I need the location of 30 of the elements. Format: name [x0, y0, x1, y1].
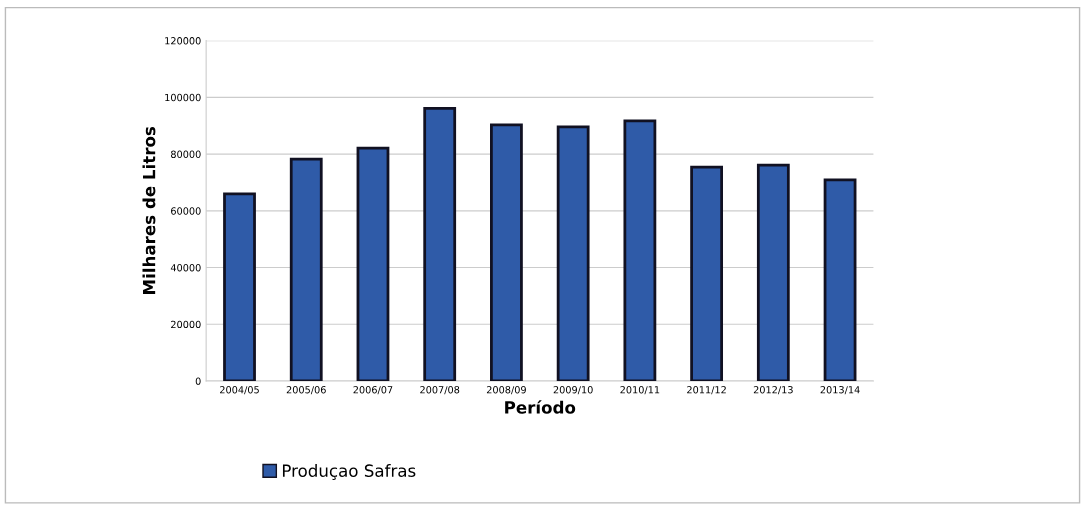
bar: [690, 165, 724, 381]
x-tick-label: 2009/10: [553, 386, 593, 395]
bar: [623, 119, 657, 381]
y-tick-label: 0: [195, 377, 201, 385]
bar: [223, 192, 256, 381]
bar: [490, 123, 523, 381]
x-tick-label: 2012/13: [753, 386, 793, 395]
x-tick-label: 2006/07: [353, 386, 393, 395]
bar: [756, 163, 790, 381]
x-tick-label: 2005/06: [286, 386, 326, 395]
x-tick-label: 2008/09: [486, 386, 526, 395]
x-tick-label: 2004/05: [220, 386, 259, 395]
y-tick-label: 60000: [171, 207, 201, 215]
bar: [823, 178, 857, 381]
x-axis-title: Período: [505, 400, 576, 414]
y-tick-label: 80000: [171, 150, 201, 158]
y-axis-title: Milhares de Litros: [142, 126, 156, 294]
x-tick-label: 2013/14: [820, 386, 860, 395]
x-tick-label: 2010/11: [620, 386, 660, 395]
y-tick-label: 120000: [165, 37, 201, 45]
legend-label: Produçao Safras: [282, 464, 416, 480]
x-tick-label: 2011/12: [687, 386, 726, 395]
bar: [356, 146, 390, 381]
y-tick-label: 100000: [165, 93, 201, 102]
bar: [423, 107, 457, 381]
x-tick-label: 2007/08: [420, 386, 460, 395]
y-tick-label: 20000: [171, 320, 201, 329]
bar: [289, 157, 323, 381]
bar: [556, 125, 590, 381]
y-tick-label: 40000: [170, 264, 201, 272]
